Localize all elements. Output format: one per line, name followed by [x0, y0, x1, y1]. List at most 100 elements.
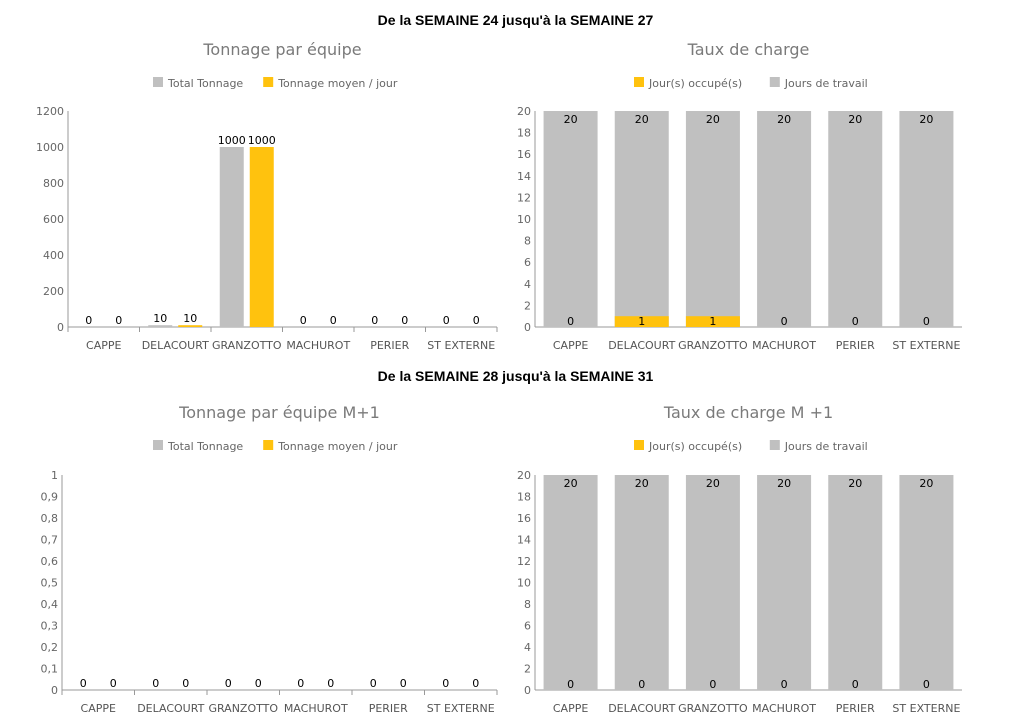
legend-swatch: [153, 77, 163, 87]
x-category-label: ST EXTERNE: [892, 339, 960, 352]
y-tick-label: 0,8: [41, 512, 59, 525]
data-label: 1000: [218, 134, 246, 147]
y-tick-label: 8: [524, 598, 531, 611]
x-category-label: CAPPE: [81, 702, 116, 715]
data-label: 0: [401, 314, 408, 327]
x-category-label: GRANZOTTO: [212, 339, 282, 352]
y-tick-label: 400: [43, 249, 64, 262]
legend-label: Jours de travail: [784, 440, 868, 453]
bar: [148, 325, 173, 327]
data-label: 0: [370, 677, 377, 690]
bar-jours-travail: [828, 111, 883, 327]
legend-label: Jour(s) occupé(s): [648, 440, 742, 453]
data-label: 0: [443, 314, 450, 327]
y-tick-label: 4: [524, 278, 531, 291]
y-tick-label: 1000: [36, 141, 64, 154]
x-category-label: PERIER: [836, 339, 875, 352]
data-label-occupes: 0: [567, 678, 574, 691]
chart-title: Taux de charge M +1: [663, 403, 833, 422]
y-tick-label: 4: [524, 641, 531, 654]
chart-charge-1: Taux de charge Jour(s) occupé(s) Jours de …: [517, 40, 962, 352]
legend-item[interactable]: Jour(s) occupé(s): [634, 440, 742, 453]
y-tick-label: 12: [517, 191, 531, 204]
legend-swatch: [263, 440, 274, 450]
data-label: 0: [152, 677, 159, 690]
y-tick-label: 0,1: [41, 663, 59, 676]
legend-item[interactable]: Total Tonnage: [153, 440, 243, 453]
data-label: 0: [327, 677, 334, 690]
bar-jours-travail: [543, 111, 598, 327]
legend-item[interactable]: Tonnage moyen / jour: [263, 77, 398, 90]
data-label: 0: [400, 677, 407, 690]
data-label: 0: [110, 677, 117, 690]
bar: [249, 147, 274, 327]
y-tick-label: 0,7: [41, 534, 59, 547]
x-category-label: MACHUROT: [752, 339, 816, 352]
x-category-label: PERIER: [836, 702, 875, 715]
data-label-occupes: 0: [638, 678, 645, 691]
section-title-2: De la SEMAINE 28 jusqu'à la SEMAINE 31: [377, 368, 654, 384]
y-tick-label: 0,5: [41, 577, 59, 590]
y-tick-label: 800: [43, 177, 64, 190]
data-label-travail: 20: [919, 113, 933, 126]
x-category-label: GRANZOTTO: [678, 339, 748, 352]
data-label-travail: 20: [848, 113, 862, 126]
data-label-occupes: 0: [923, 315, 930, 328]
data-label-travail: 20: [635, 477, 649, 490]
x-category-label: ST EXTERNE: [427, 702, 495, 715]
data-label: 0: [330, 314, 337, 327]
y-tick-label: 10: [517, 213, 531, 226]
legend-item[interactable]: Tonnage moyen / jour: [263, 440, 398, 453]
legend-label: Jour(s) occupé(s): [648, 77, 742, 90]
y-tick-label: 6: [524, 256, 531, 269]
y-tick-label: 20: [517, 105, 531, 118]
legend-swatch: [634, 77, 644, 87]
x-category-label: CAPPE: [553, 339, 588, 352]
chart-title: Tonnage par équipe M+1: [178, 403, 380, 422]
legend-swatch: [153, 440, 163, 450]
legend-label: Total Tonnage: [167, 440, 243, 453]
data-label-travail: 20: [564, 477, 578, 490]
y-tick-label: 1: [51, 469, 58, 482]
bar-jours-travail: [685, 475, 740, 690]
x-category-label: GRANZOTTO: [208, 702, 278, 715]
data-label: 1000: [248, 134, 276, 147]
chart-title: Taux de charge: [687, 40, 810, 59]
y-tick-label: 14: [517, 170, 531, 183]
bar-jours-occupes: [614, 316, 669, 327]
legend-label: Jours de travail: [784, 77, 868, 90]
y-tick-label: 2: [524, 663, 531, 676]
legend-swatch: [769, 77, 780, 87]
x-category-label: MACHUROT: [752, 702, 816, 715]
y-tick-label: 2: [524, 299, 531, 312]
x-category-label: ST EXTERNE: [892, 702, 960, 715]
bar-jours-travail: [757, 475, 812, 690]
y-tick-label: 16: [517, 148, 531, 161]
legend-item[interactable]: Jours de travail: [769, 77, 868, 90]
legend-item[interactable]: Total Tonnage: [153, 77, 243, 90]
bar-jours-travail: [614, 111, 669, 327]
chart-charge-2: Taux de charge M +1 Jour(s) occupé(s) Jour…: [517, 403, 962, 715]
y-tick-label: 0: [51, 684, 58, 697]
legend-item[interactable]: Jour(s) occupé(s): [634, 77, 742, 90]
data-label: 0: [371, 314, 378, 327]
bar-jours-travail: [543, 475, 598, 690]
x-category-label: PERIER: [370, 339, 409, 352]
x-category-label: ST EXTERNE: [427, 339, 495, 352]
y-tick-label: 0: [524, 321, 531, 334]
x-category-label: PERIER: [369, 702, 408, 715]
data-label-travail: 20: [848, 477, 862, 490]
x-category-label: GRANZOTTO: [678, 702, 748, 715]
y-tick-label: 0,4: [41, 598, 59, 611]
y-tick-label: 18: [517, 127, 531, 140]
chart-tonnage-1: Tonnage par équipe Total Tonnage Tonnage m…: [36, 40, 498, 352]
data-label-travail: 20: [564, 113, 578, 126]
legend-swatch: [769, 440, 780, 450]
legend-item[interactable]: Jours de travail: [769, 440, 868, 453]
y-tick-label: 12: [517, 555, 531, 568]
bar: [219, 147, 244, 327]
x-category-label: DELACOURT: [608, 339, 675, 352]
data-label-occupes: 0: [567, 315, 574, 328]
data-label-occupes: 0: [781, 315, 788, 328]
data-label: 0: [115, 314, 122, 327]
